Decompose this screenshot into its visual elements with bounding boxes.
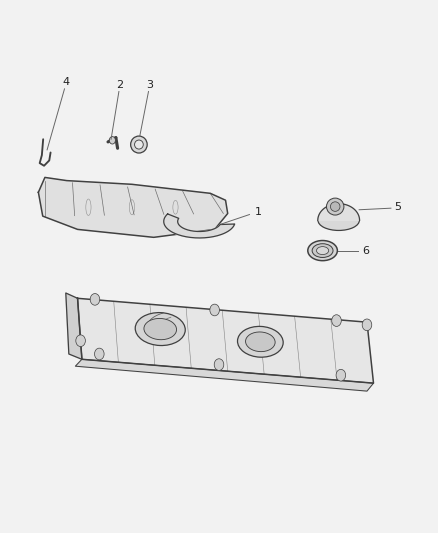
Text: 5: 5: [394, 202, 401, 212]
Polygon shape: [66, 293, 82, 359]
Ellipse shape: [131, 136, 147, 153]
Circle shape: [362, 319, 372, 330]
Polygon shape: [78, 298, 374, 383]
Circle shape: [336, 369, 346, 381]
Text: 1: 1: [254, 207, 261, 217]
Ellipse shape: [308, 240, 337, 261]
Ellipse shape: [135, 313, 185, 345]
Circle shape: [214, 359, 224, 370]
Polygon shape: [164, 214, 235, 238]
Ellipse shape: [312, 244, 333, 257]
Ellipse shape: [237, 326, 283, 357]
Circle shape: [210, 304, 219, 316]
Ellipse shape: [317, 247, 328, 255]
Ellipse shape: [318, 211, 359, 230]
Circle shape: [110, 136, 116, 144]
Polygon shape: [318, 204, 360, 220]
Text: 4: 4: [62, 77, 69, 87]
Circle shape: [90, 294, 100, 305]
Circle shape: [76, 335, 85, 346]
Text: 6: 6: [363, 246, 370, 256]
Text: 2: 2: [116, 79, 124, 90]
Circle shape: [95, 348, 104, 360]
Ellipse shape: [246, 332, 275, 352]
Ellipse shape: [144, 318, 177, 340]
Ellipse shape: [326, 198, 344, 215]
Text: 3: 3: [146, 79, 153, 90]
Polygon shape: [39, 177, 228, 237]
Ellipse shape: [134, 140, 143, 149]
Circle shape: [332, 315, 341, 326]
Ellipse shape: [330, 202, 340, 212]
Polygon shape: [75, 359, 374, 391]
